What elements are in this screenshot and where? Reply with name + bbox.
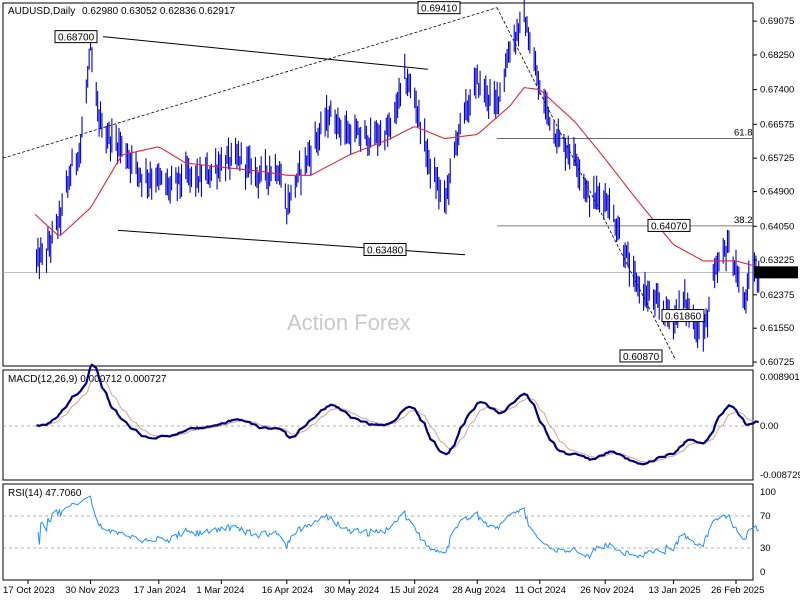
rsi-axis-label: 70	[760, 511, 771, 522]
price-annotation-box	[54, 30, 98, 44]
macd-signal-line	[36, 375, 759, 463]
rsi-panel-frame	[2, 483, 754, 581]
rsi-axis-label: 100	[760, 487, 776, 498]
price-annotation-box	[647, 218, 691, 232]
rising-trendline	[2, 7, 498, 159]
price-plot: 61.8 38.2 0.68700 0.69410 0.63480 0.64070 0.61…	[2, 0, 760, 363]
price-annotation-label: 0.60870	[623, 352, 660, 363]
time-axis-label: 30 May 2024	[324, 585, 379, 596]
macd-axis-label: -0.008729	[760, 470, 800, 481]
price-annotation-label: 0.64070	[651, 221, 688, 232]
time-axis-label: 30 Nov 2023	[66, 585, 120, 596]
time-axis-label: 26 Feb 2025	[711, 585, 764, 596]
rsi-axis-label: 30	[760, 543, 771, 554]
rsi-title: RSI(14) 47.7060	[8, 488, 82, 499]
price-axis-label: 0.69075	[760, 16, 794, 27]
price-axis-label: 0.61550	[760, 323, 794, 334]
current-price-tag	[754, 266, 798, 279]
price-annotation-label: 0.68700	[58, 33, 95, 44]
price-axis-label: 0.64050	[760, 221, 794, 232]
price-annotation-box	[417, 1, 461, 15]
price-panel-frame	[2, 2, 754, 367]
price-axis-label: 0.68250	[760, 50, 794, 61]
price-axis-label: 0.63225	[760, 255, 794, 266]
price-axis-label: 0.64900	[760, 187, 794, 198]
time-axis-label: 15 Jul 2024	[390, 585, 439, 596]
time-axis-label: 17 Oct 2023	[3, 585, 55, 596]
price-axis-label: 0.66575	[760, 119, 794, 130]
price-axis-label: 0.60725	[760, 357, 794, 368]
macd-line	[36, 363, 759, 466]
symbol-label: AUDUSD,Daily	[8, 6, 75, 17]
rsi-axis-label: 0	[760, 567, 765, 578]
time-axis-label: 1 Mar 2024	[196, 585, 244, 596]
macd-plot	[3, 363, 759, 466]
price-annotation-box	[619, 349, 663, 363]
fib-level-label: 61.8	[734, 128, 753, 139]
price-axis-label: 0.65725	[760, 153, 794, 164]
fib-level-label: 38.2	[734, 215, 753, 226]
price-axis-label: 0.62375	[760, 290, 794, 301]
moving-average-line	[34, 87, 758, 268]
chart-title: AUDUSD,Daily 0.62980 0.63052 0.62836 0.6…	[8, 6, 235, 17]
price-annotation-box	[363, 243, 407, 257]
price-annotation-label: 0.63480	[367, 246, 404, 257]
current-price-label: 0.62917	[758, 268, 792, 279]
axes: 0.69075 0.68250 0.67400 0.66575 0.65725 0.649…	[3, 16, 800, 596]
lower-channel-line	[117, 229, 466, 256]
rsi-line	[37, 495, 759, 560]
time-axis-label: 13 Jan 2025	[648, 585, 700, 596]
ohlc-values: 0.62980 0.63052 0.62836 0.62917	[82, 6, 235, 17]
macd-panel-frame	[2, 369, 754, 481]
time-axis-label: 16 Apr 2024	[262, 585, 313, 596]
price-annotation-label: 0.69410	[421, 4, 458, 15]
upper-channel-line	[102, 36, 429, 70]
rsi-plot	[3, 495, 759, 560]
price-annotation-label: 0.61860	[665, 312, 702, 323]
watermark: Action Forex	[287, 310, 411, 335]
price-annotation-box	[661, 309, 705, 323]
macd-axis-label: 0.00	[760, 421, 779, 432]
time-axis-label: 17 Jan 2024	[134, 585, 186, 596]
falling-trendline	[496, 7, 676, 359]
price-axis-label: 0.67400	[760, 85, 794, 96]
time-axis-label: 26 Nov 2024	[580, 585, 634, 596]
macd-axis-label: 0.008901	[760, 372, 800, 383]
time-axis-label: 28 Aug 2024	[452, 585, 505, 596]
time-axis-label: 11 Oct 2024	[515, 585, 566, 596]
